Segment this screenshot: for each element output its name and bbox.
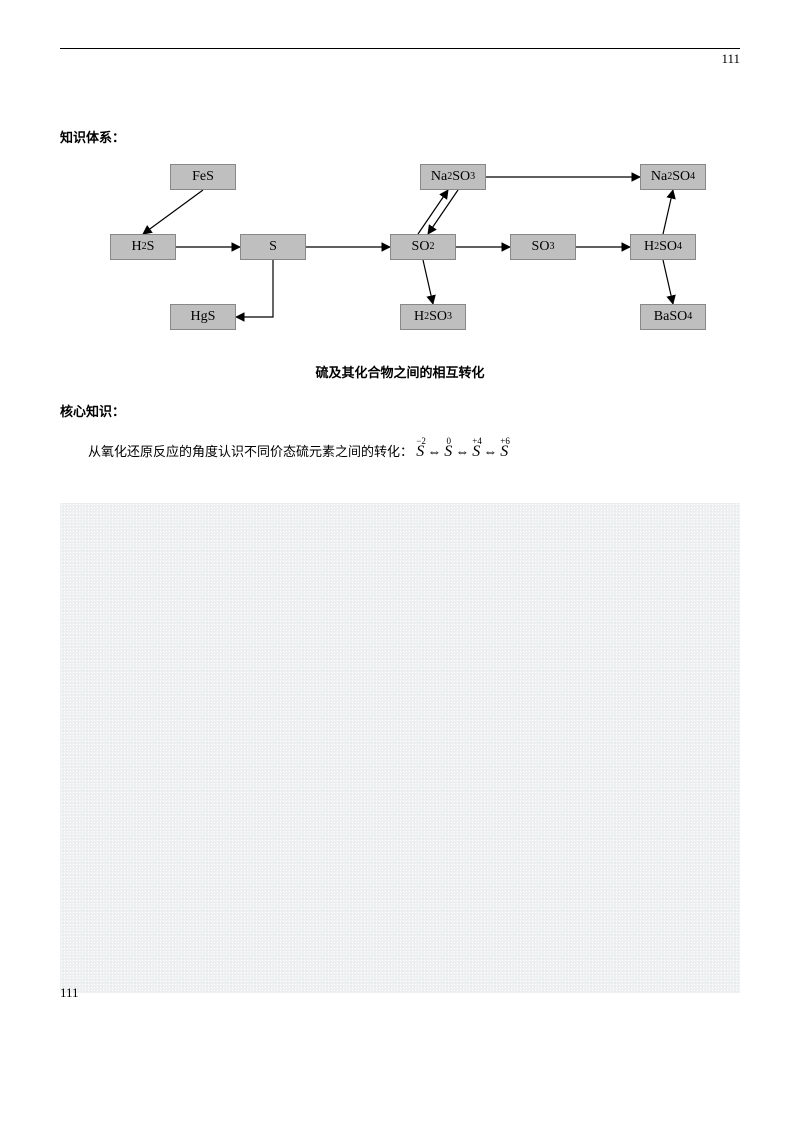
node-Na2SO4: Na2SO4 — [640, 164, 706, 190]
page-number-bottom: 111 — [60, 985, 79, 1001]
node-Na2SO3: Na2SO3 — [420, 164, 486, 190]
node-H2S: H2S — [110, 234, 176, 260]
sulfur-compound-flowchart: FeS Na2SO3 Na2SO4 H2S S SO2 SO3 H2SO4 HgS H2SO3 Ba… — [90, 164, 710, 354]
texture-image-placeholder — [60, 503, 740, 993]
header-rule — [60, 48, 740, 49]
node-FeS: FeS — [170, 164, 236, 190]
core-knowledge-text: 从氧化还原反应的角度认识不同价态硫元素之间的转化： −2S⇔0S⇔+4S⇔+6S — [88, 438, 740, 467]
node-HgS: HgS — [170, 304, 236, 330]
section-label-knowledge-system: 知识体系： — [60, 127, 740, 146]
oxidation-state-formula: −2S⇔0S⇔+4S⇔+6S — [416, 443, 509, 460]
node-H2SO3: H2SO3 — [400, 304, 466, 330]
page-number-top: 111 — [60, 51, 740, 67]
node-H2SO4: H2SO4 — [630, 234, 696, 260]
section-label-core-knowledge: 核心知识： — [60, 401, 740, 420]
node-BaSO4: BaSO4 — [640, 304, 706, 330]
node-SO2: SO2 — [390, 234, 456, 260]
node-SO3: SO3 — [510, 234, 576, 260]
page: 111 知识体系： FeS Na2SO3 Na2SO4 H2S S SO2 SO3 H2SO4… — [0, 0, 800, 1033]
node-S: S — [240, 234, 306, 260]
diagram-caption: 硫及其化合物之间的相互转化 — [60, 362, 740, 381]
body-text-prefix: 从氧化还原反应的角度认识不同价态硫元素之间的转化： — [88, 444, 413, 459]
